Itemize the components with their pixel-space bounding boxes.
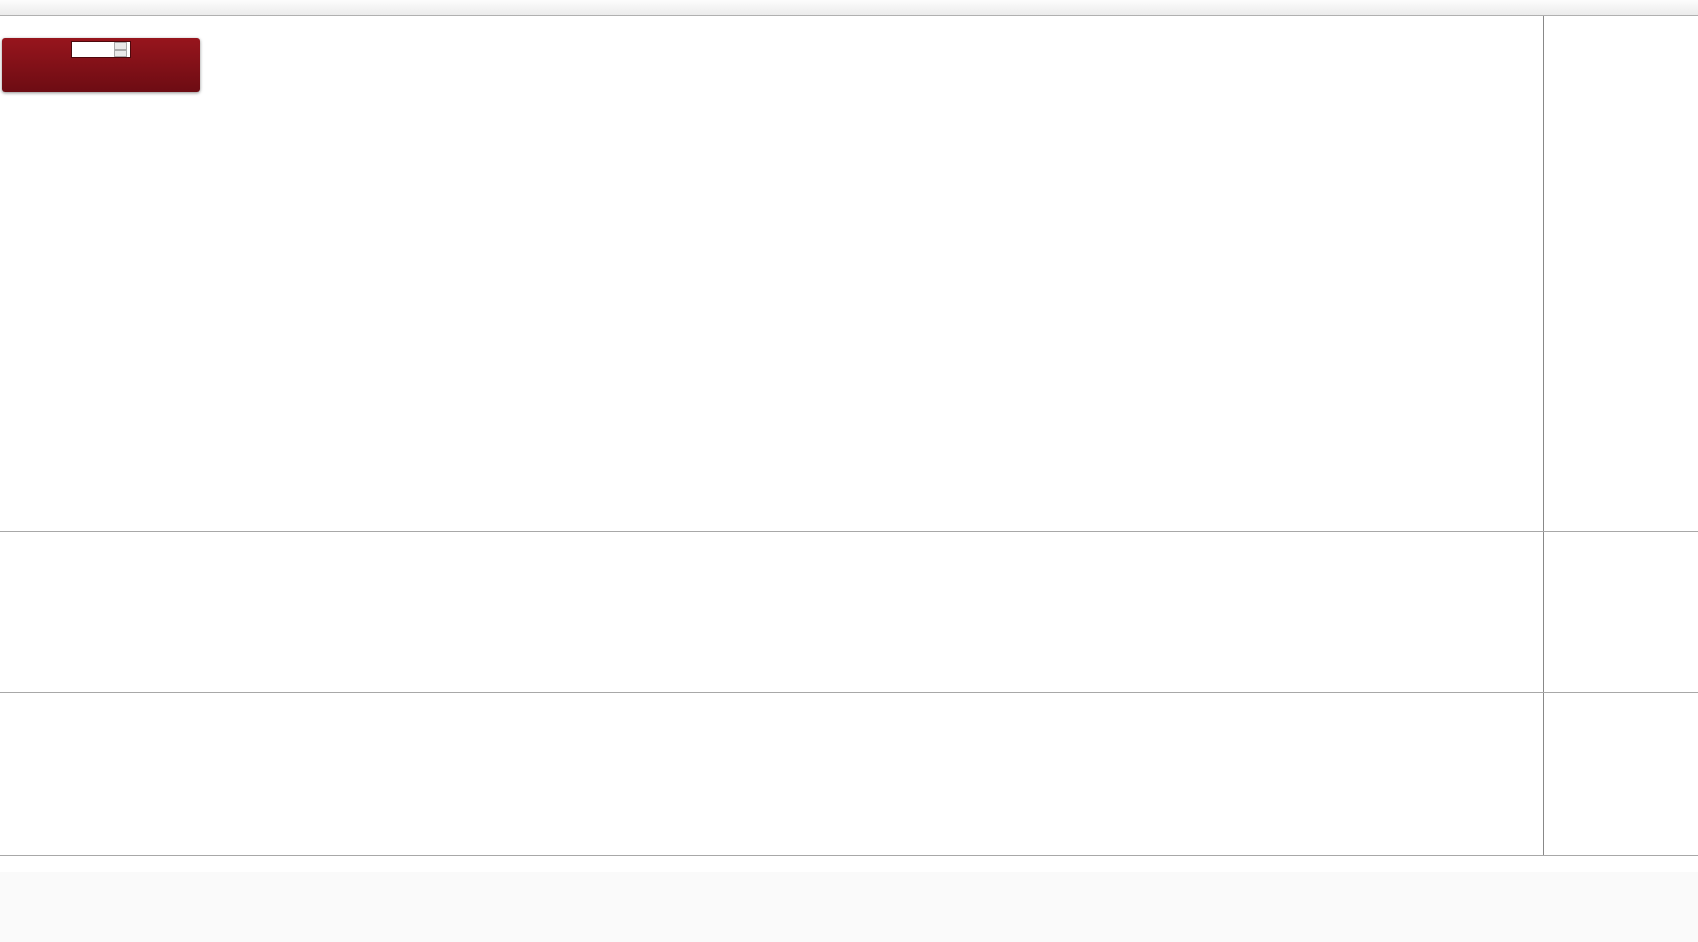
buy-button[interactable] (133, 38, 200, 92)
one-click-trading-panel (2, 38, 200, 92)
date-axis[interactable] (0, 856, 1543, 871)
panel-separator-rsi[interactable] (0, 692, 1698, 693)
volume-area (69, 38, 133, 92)
bottom-empty-area (0, 872, 1698, 942)
panel-separator-dates (0, 855, 1698, 856)
volume-input[interactable] (72, 44, 114, 55)
volume-up-button[interactable] (114, 42, 127, 50)
macd-label-row (6, 534, 18, 545)
volume-down-button[interactable] (114, 49, 127, 57)
price-axis[interactable] (1543, 16, 1698, 856)
chart-canvas[interactable] (0, 16, 1543, 857)
rsi-label-row (6, 694, 12, 705)
panel-separator-macd[interactable] (0, 531, 1698, 532)
main-toolbar (0, 0, 1698, 16)
sell-button[interactable] (2, 38, 69, 92)
